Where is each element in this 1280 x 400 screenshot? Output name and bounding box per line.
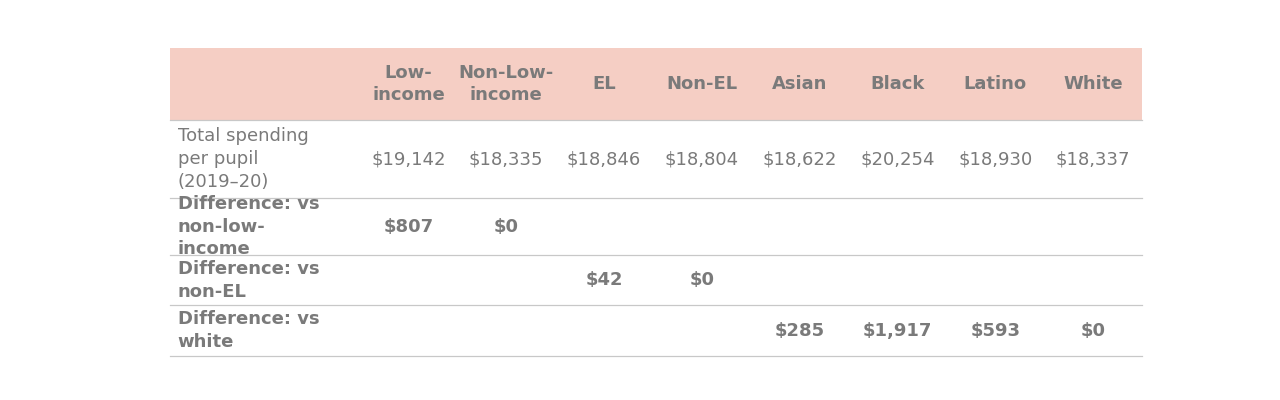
Text: Black: Black (870, 75, 924, 93)
Text: $0: $0 (1080, 322, 1106, 340)
Text: Difference: vs
non-low-
income: Difference: vs non-low- income (178, 195, 320, 258)
Text: $593: $593 (970, 322, 1020, 340)
Text: $18,804: $18,804 (664, 150, 739, 168)
Text: $1,917: $1,917 (863, 322, 932, 340)
Text: $0: $0 (690, 271, 714, 289)
Text: $18,930: $18,930 (959, 150, 1033, 168)
Text: Non-Low-
income: Non-Low- income (458, 64, 554, 104)
Text: White: White (1064, 75, 1123, 93)
Text: $18,335: $18,335 (468, 150, 544, 168)
Text: $18,337: $18,337 (1056, 150, 1130, 168)
Text: $18,846: $18,846 (567, 150, 641, 168)
Text: $0: $0 (494, 218, 518, 236)
Text: $18,622: $18,622 (763, 150, 837, 168)
Text: Low-
income: Low- income (372, 64, 444, 104)
Text: Asian: Asian (772, 75, 827, 93)
Text: Non-EL: Non-EL (667, 75, 737, 93)
Text: Difference: vs
white: Difference: vs white (178, 310, 320, 351)
Text: EL: EL (593, 75, 616, 93)
Text: $20,254: $20,254 (860, 150, 934, 168)
Bar (170, 48, 1142, 120)
Text: $19,142: $19,142 (371, 150, 445, 168)
Text: $807: $807 (383, 218, 434, 236)
Text: $285: $285 (774, 322, 824, 340)
Text: Total spending
per pupil
(2019–20): Total spending per pupil (2019–20) (178, 127, 308, 191)
Text: Difference: vs
non-EL: Difference: vs non-EL (178, 260, 320, 300)
Text: $42: $42 (585, 271, 623, 289)
Text: Latino: Latino (964, 75, 1027, 93)
